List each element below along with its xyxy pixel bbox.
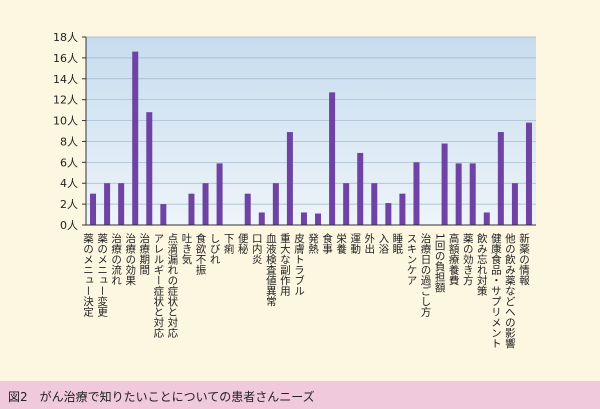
category-label: 食欲不振 — [195, 232, 207, 276]
category-label: 運動 — [349, 233, 361, 255]
bar — [132, 51, 139, 225]
category-label: 高額療養費 — [448, 232, 460, 286]
category-label: 治療の効果 — [124, 232, 136, 286]
category-label: 発熱 — [307, 232, 319, 254]
bar — [315, 213, 322, 225]
bar — [399, 193, 406, 225]
bar — [300, 212, 307, 225]
bar — [455, 163, 462, 225]
category-label: 治療期間 — [138, 232, 150, 276]
category-label: 睡眠 — [391, 232, 403, 255]
category-label: アレルギー症状と対応 — [152, 233, 164, 338]
category-label: スキンケア — [405, 233, 417, 286]
bar — [104, 183, 111, 225]
y-tick-label: 6人 — [60, 156, 78, 169]
y-tick-label: 10人 — [53, 115, 78, 128]
y-tick-label: 0人 — [60, 219, 78, 232]
y-tick-label: 14人 — [53, 73, 78, 86]
bar — [483, 212, 490, 225]
category-label: 重大な副作用 — [279, 232, 291, 297]
bar — [343, 183, 350, 225]
bar — [371, 183, 378, 225]
y-tick-label: 2人 — [60, 198, 78, 211]
bar — [272, 183, 279, 225]
category-label: 吐き気 — [180, 233, 192, 265]
category-label: 食事 — [321, 232, 333, 254]
category-label: 皮膚トラブル — [293, 232, 305, 296]
category-label: しびれ — [209, 233, 221, 265]
bar — [244, 193, 251, 225]
bar — [441, 143, 448, 225]
category-label: 1回の負担額 — [434, 233, 446, 293]
category-label: 便秘 — [237, 232, 249, 255]
category-label: 新薬の情報 — [518, 232, 530, 286]
bar — [90, 193, 97, 225]
category-label: 薬のメニュー決定 — [82, 233, 94, 318]
y-tick-label: 18人 — [53, 31, 78, 44]
y-tick-label: 16人 — [53, 52, 78, 65]
bar — [286, 132, 293, 225]
bar — [469, 163, 476, 225]
category-label: 点滴漏れの症状と対応 — [166, 233, 178, 338]
bar — [216, 163, 223, 225]
category-label: 入浴 — [377, 233, 389, 255]
bar — [511, 183, 518, 225]
bar — [118, 183, 125, 225]
bar — [357, 152, 364, 225]
category-label: 薬のメニュー変更 — [96, 233, 108, 318]
bar — [385, 203, 392, 225]
bar — [146, 112, 153, 225]
category-label: 他の飲み薬などへの影響 — [504, 232, 516, 349]
bar — [258, 212, 265, 225]
category-label: 薬の効き方 — [462, 233, 474, 286]
bar — [413, 162, 420, 225]
figure-caption: 図2 がん治療で知りたいことについての患者さんニーズ — [8, 390, 315, 404]
category-label: 栄養 — [335, 232, 347, 255]
y-tick-label: 4人 — [60, 177, 78, 190]
bar — [497, 132, 504, 225]
plot-area — [86, 37, 536, 225]
category-label: 口内炎 — [251, 233, 263, 265]
category-label: 健康食品・サプリメント — [490, 233, 502, 349]
y-tick-label: 12人 — [53, 94, 78, 107]
category-label: 下痢 — [223, 233, 235, 255]
bar — [329, 92, 336, 225]
caption-bar — [0, 381, 600, 409]
bar — [525, 122, 532, 225]
bar — [202, 183, 209, 225]
category-label: 血液検査値異常 — [265, 232, 277, 307]
category-label: 治療日の過ごし方 — [420, 232, 432, 318]
category-label: 外出 — [363, 233, 375, 254]
category-label: 治療の流れ — [110, 232, 122, 285]
bar — [160, 204, 167, 225]
bar — [188, 193, 195, 225]
category-label: 飲み忘れ対策 — [476, 232, 488, 297]
y-tick-label: 8人 — [60, 135, 78, 148]
